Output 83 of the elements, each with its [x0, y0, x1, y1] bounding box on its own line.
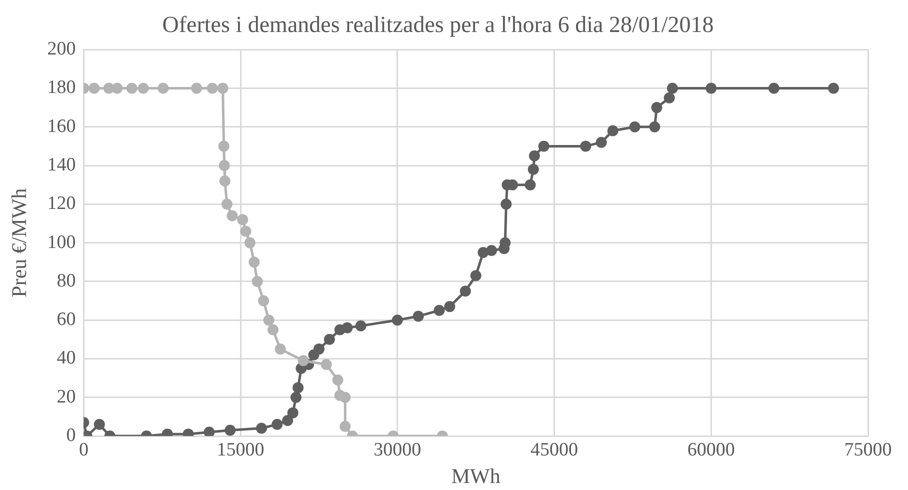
point	[217, 82, 228, 94]
point	[629, 121, 640, 132]
point	[219, 175, 230, 186]
point	[355, 320, 366, 332]
point	[218, 160, 230, 172]
point	[324, 334, 335, 345]
point	[258, 295, 270, 306]
point	[664, 92, 675, 104]
y-tick-label: 200	[47, 38, 76, 60]
point	[470, 270, 482, 282]
point	[191, 82, 202, 94]
point	[666, 82, 678, 94]
point	[158, 82, 169, 94]
point	[221, 198, 232, 210]
point	[204, 426, 215, 436]
point	[528, 150, 540, 162]
point	[240, 226, 252, 237]
point	[342, 322, 353, 334]
point	[237, 214, 248, 226]
point	[651, 102, 662, 114]
y-tick-label: 160	[47, 116, 76, 137]
point	[94, 418, 105, 430]
y-tick-label: 20	[56, 386, 76, 408]
point	[607, 125, 618, 136]
y-tick-label: 120	[47, 193, 76, 214]
point	[580, 140, 592, 152]
point	[460, 286, 471, 297]
point	[252, 276, 263, 287]
y-tick-label: 40	[56, 348, 76, 369]
point	[528, 164, 539, 175]
point	[538, 140, 550, 152]
point	[596, 136, 607, 148]
y-tick-label: 0	[66, 424, 76, 446]
point	[244, 237, 256, 248]
point	[112, 82, 123, 94]
x-tick-label: 75000	[844, 439, 892, 460]
point	[340, 392, 351, 403]
point	[828, 82, 839, 94]
point	[649, 121, 660, 132]
y-axis-title: Preu €/MWh	[7, 188, 32, 298]
y-tick-label: 140	[47, 154, 76, 176]
point	[226, 210, 238, 222]
point	[290, 392, 302, 403]
x-axis-title: MWh	[451, 464, 501, 488]
point	[332, 374, 344, 386]
y-tick-label: 180	[47, 77, 76, 98]
point	[126, 82, 138, 94]
point	[263, 314, 274, 326]
x-tick-label: 30000	[374, 439, 422, 460]
point	[412, 310, 424, 322]
point	[500, 198, 512, 210]
point	[282, 415, 294, 426]
point	[313, 344, 324, 355]
point	[248, 256, 260, 268]
x-tick-label: 60000	[687, 439, 735, 460]
y-tick-label: 100	[47, 232, 76, 253]
x-tick-label: 45000	[530, 439, 578, 460]
point	[287, 407, 298, 418]
y-tick-label: 60	[56, 309, 76, 330]
point	[292, 382, 304, 394]
point	[320, 359, 332, 370]
point	[138, 82, 149, 94]
point	[218, 140, 230, 152]
point	[392, 314, 403, 326]
point	[434, 304, 445, 316]
point	[298, 355, 309, 366]
point	[88, 82, 100, 94]
x-tick-label: 15000	[216, 439, 264, 460]
chart-title: Ofertes i demandes realitzades per a l'hora 6 dia 28/01/2018	[162, 12, 714, 37]
point	[444, 301, 456, 312]
point	[524, 179, 536, 190]
point	[340, 420, 351, 432]
point	[224, 424, 236, 436]
point	[500, 237, 511, 248]
point	[256, 422, 267, 434]
point	[274, 344, 286, 355]
point	[206, 82, 218, 94]
point	[486, 245, 498, 256]
y-tick-label: 80	[56, 270, 76, 292]
point	[267, 324, 278, 336]
point	[272, 418, 283, 430]
point	[706, 82, 717, 94]
point	[768, 82, 780, 94]
